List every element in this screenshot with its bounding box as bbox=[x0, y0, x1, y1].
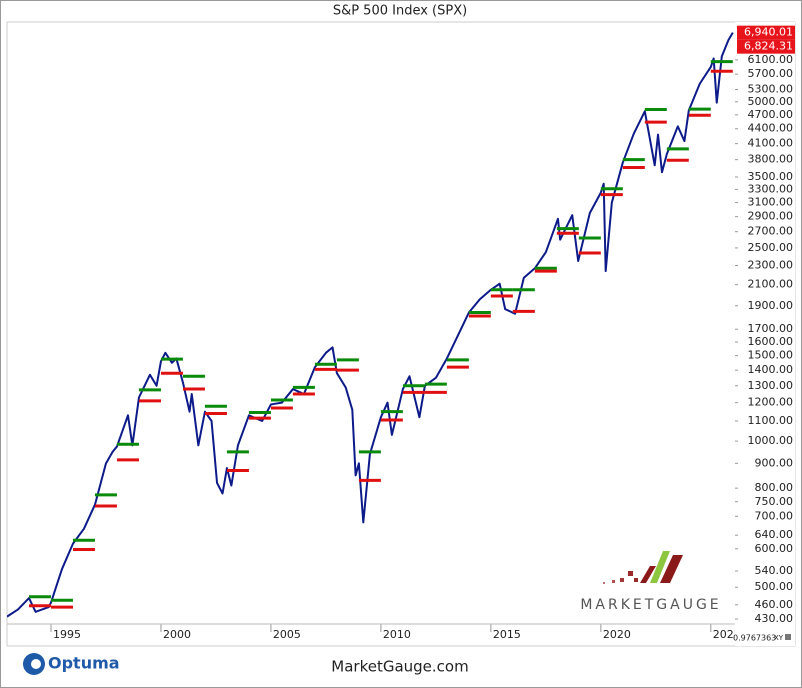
logo-green bbox=[650, 551, 670, 583]
logo-dot bbox=[612, 580, 615, 583]
y-tick-label: 640.00 bbox=[755, 528, 794, 541]
y-tick-label: 2700.00 bbox=[748, 225, 794, 238]
price-line bbox=[7, 32, 734, 618]
logo-red-small bbox=[640, 566, 656, 583]
brand: Optuma bbox=[48, 654, 120, 673]
y-tick-label: 3100.00 bbox=[748, 196, 794, 209]
y-tick-label: 5000.00 bbox=[748, 95, 794, 108]
y-tick-label: 1400.00 bbox=[748, 363, 794, 376]
y-tick-label: 1300.00 bbox=[748, 379, 794, 392]
plot-area: 1995 2000 2005 2010 2015 2020 2025 bbox=[7, 32, 741, 641]
logo-dot bbox=[603, 582, 605, 584]
y-tick-label: 460.00 bbox=[755, 598, 794, 611]
y-tick-label: 500.00 bbox=[755, 580, 794, 593]
y-tick-label: 2100.00 bbox=[748, 278, 794, 291]
y-tick-label: 5300.00 bbox=[748, 83, 794, 96]
x-tick-label: 2025 bbox=[713, 628, 741, 641]
scale-mode: XY bbox=[774, 634, 784, 642]
y-tick-label: 6100.00 bbox=[748, 53, 794, 66]
logo-dot bbox=[634, 578, 638, 582]
y-tick-label: 800.00 bbox=[755, 481, 794, 494]
y-tick-label: 430.00 bbox=[755, 612, 794, 625]
y-tick-label: 2300.00 bbox=[748, 259, 794, 272]
watermark-text: MARKETGAUGE bbox=[580, 597, 721, 613]
logo-dot bbox=[628, 571, 633, 576]
y-tick-label: 1500.00 bbox=[748, 349, 794, 362]
chart-title: S&P 500 Index (SPX) bbox=[333, 4, 467, 19]
y-tick-label: 1200.00 bbox=[748, 396, 794, 409]
logo-red bbox=[660, 555, 683, 583]
y-tick-label: 3300.00 bbox=[748, 182, 794, 195]
y-tick-label: 5700.00 bbox=[748, 67, 794, 80]
lock-icon bbox=[785, 634, 791, 640]
y-tick-label: 700.00 bbox=[755, 509, 794, 522]
y-tick-label: 1100.00 bbox=[748, 414, 794, 427]
y-tick-label: 4700.00 bbox=[748, 108, 794, 121]
y-tick-label: 2900.00 bbox=[748, 210, 794, 223]
x-tick-label: 2020 bbox=[603, 628, 631, 641]
y-tick-label: 1900.00 bbox=[748, 299, 794, 312]
watermark-logo: MARKETGAUGE bbox=[580, 551, 721, 613]
y-tick-label: 1600.00 bbox=[748, 335, 794, 348]
y-tick-label: 1000.00 bbox=[748, 434, 794, 447]
y-tick-label: 3800.00 bbox=[748, 153, 794, 166]
y-tick-label: 540.00 bbox=[755, 564, 794, 577]
x-tick-label: 2005 bbox=[273, 628, 301, 641]
x-tick-label: 1995 bbox=[53, 628, 81, 641]
price-label-box bbox=[737, 39, 795, 54]
scale-factor: 0.9767363 bbox=[733, 634, 776, 643]
price-label: 6,940.01 bbox=[744, 26, 793, 39]
brand-icon-inner bbox=[31, 659, 41, 669]
logo-dot bbox=[620, 578, 624, 582]
y-tick-label: 1700.00 bbox=[748, 322, 794, 335]
x-tick-label: 2010 bbox=[383, 628, 411, 641]
y-tick-label: 750.00 bbox=[755, 495, 794, 508]
y-tick-label: 4100.00 bbox=[748, 137, 794, 150]
x-tick-label: 2000 bbox=[163, 628, 191, 641]
x-tick-label: 2015 bbox=[493, 628, 521, 641]
price-label-box bbox=[737, 25, 795, 40]
price-axis-panel bbox=[735, 22, 795, 646]
y-tick-label: 4400.00 bbox=[748, 122, 794, 135]
y-tick-label: 2500.00 bbox=[748, 241, 794, 254]
y-tick-label: 600.00 bbox=[755, 542, 794, 555]
y-tick-label: 3500.00 bbox=[748, 170, 794, 183]
price-label: 6,824.31 bbox=[744, 40, 793, 53]
footer: MarketGauge.com bbox=[331, 658, 468, 676]
y-tick-label: 900.00 bbox=[755, 456, 794, 469]
